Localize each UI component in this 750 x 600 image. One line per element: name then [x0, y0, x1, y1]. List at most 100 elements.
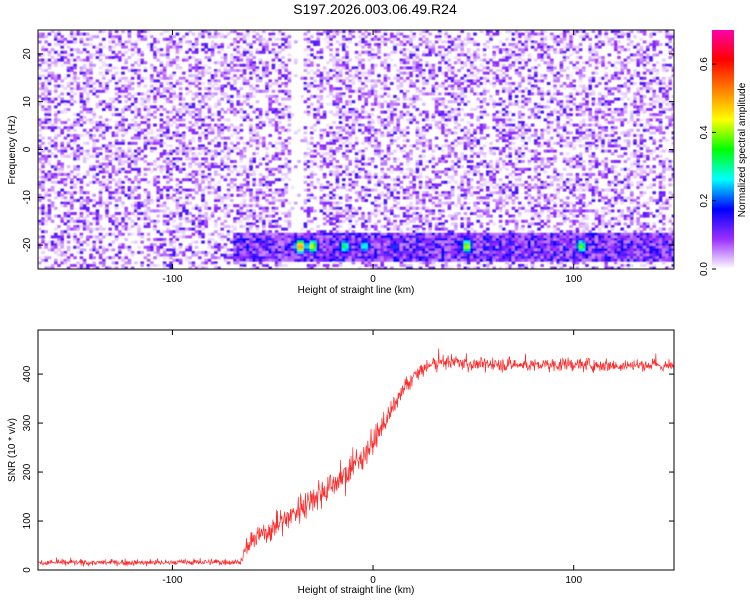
heatmap-cell [137, 183, 141, 187]
heatmap-cell [287, 136, 292, 140]
heatmap-cell [92, 219, 96, 223]
heatmap-cell [255, 165, 260, 169]
heatmap-cell [54, 144, 58, 148]
heatmap-cell [239, 193, 244, 197]
heatmap-cell [364, 248, 368, 252]
heatmap-cell [98, 165, 103, 169]
heatmap-cell [351, 243, 356, 247]
heatmap-cell [370, 108, 375, 111]
heatmap-cell [214, 225, 218, 228]
heatmap-cell [284, 245, 288, 249]
heatmap-cell [188, 48, 192, 52]
heatmap-cell [319, 160, 324, 163]
heatmap-cell [390, 118, 394, 122]
heatmap-cell [57, 58, 61, 62]
heatmap-cell [194, 131, 199, 135]
heatmap-cell [380, 180, 384, 184]
heatmap-cell [268, 97, 272, 101]
heatmap-cell [294, 61, 298, 65]
heatmap-cell [86, 206, 90, 210]
heatmap-cell [44, 191, 48, 195]
heatmap-cell [380, 63, 384, 67]
heatmap-cell [348, 183, 352, 187]
heatmap-cell [409, 243, 413, 247]
heatmap-cell [262, 196, 266, 200]
heatmap-cell [73, 63, 77, 67]
heatmap-cell [367, 126, 372, 130]
heatmap-cell [102, 89, 106, 93]
heatmap-cell [351, 214, 356, 218]
heatmap-cell [406, 204, 410, 208]
heatmap-cell [82, 128, 87, 132]
heatmap-cell [409, 227, 413, 231]
heatmap-cell [188, 245, 192, 249]
heatmap-cell [70, 82, 74, 85]
heatmap-cell [306, 266, 311, 269]
heatmap-cell [102, 63, 106, 67]
heatmap-cell [50, 266, 55, 269]
heatmap-cell [322, 243, 327, 247]
heatmap-cell [137, 30, 141, 33]
heatmap-cell [73, 37, 77, 41]
heatmap-cell [159, 113, 164, 117]
heatmap-cell [354, 136, 359, 140]
heatmap-cell [150, 245, 154, 249]
heatmap-cell [409, 149, 413, 153]
heatmap-cell [281, 227, 285, 231]
heatmap-cell [335, 235, 340, 239]
heatmap-cell [159, 76, 164, 80]
heatmap-cell [252, 134, 256, 137]
heatmap-cell [278, 84, 282, 88]
heatmap-cell [383, 162, 388, 166]
heatmap-cell [386, 147, 391, 150]
heatmap-cell [178, 167, 183, 171]
heatmap-cell [364, 79, 368, 83]
heatmap-cell [370, 144, 375, 148]
heatmap-cell [201, 214, 205, 218]
heatmap-cell [396, 251, 400, 254]
heatmap-cell [329, 139, 333, 143]
heatmap-cell [137, 186, 141, 189]
heatmap-cell [313, 245, 317, 249]
heatmap-cell [223, 253, 228, 257]
heatmap-cell [118, 40, 122, 44]
heatmap-cell [380, 193, 384, 197]
heatmap-cell [278, 89, 282, 93]
heatmap-cell [396, 43, 400, 46]
heatmap-cell [409, 79, 413, 83]
heatmap-cell [367, 92, 372, 96]
heatmap-cell [114, 191, 119, 195]
heatmap-cell [271, 30, 276, 33]
heatmap-cell [354, 162, 359, 166]
heatmap-cell [118, 100, 122, 104]
heatmap-cell [351, 232, 356, 236]
heatmap-cell [143, 108, 148, 111]
heatmap-cell [306, 230, 311, 234]
heatmap-cell [319, 196, 324, 200]
heatmap-cell [198, 110, 202, 114]
heatmap-cell [134, 157, 138, 161]
heatmap-cell [329, 251, 333, 254]
heatmap-cell [380, 191, 384, 195]
heatmap-cell [284, 219, 288, 223]
heatmap-cell [150, 209, 154, 213]
heatmap-cell [268, 71, 272, 75]
heatmap-cell [306, 113, 311, 117]
heatmap-cell [226, 204, 231, 208]
heatmap-cell [175, 128, 180, 132]
heatmap-cell [367, 58, 372, 62]
heatmap-cell [354, 245, 359, 249]
heatmap-cell [89, 134, 93, 137]
heatmap-cell [236, 100, 240, 104]
heatmap-cell [374, 173, 378, 176]
heatmap-cell [188, 248, 192, 252]
heatmap-cell [316, 35, 320, 39]
heatmap-cell [242, 264, 247, 267]
heatmap-cell [130, 141, 135, 145]
heatmap-cell [335, 178, 340, 182]
heatmap-cell [345, 50, 349, 54]
heatmap-cell [329, 240, 333, 244]
heatmap-cell [393, 186, 397, 189]
heatmap-cell [335, 186, 340, 189]
